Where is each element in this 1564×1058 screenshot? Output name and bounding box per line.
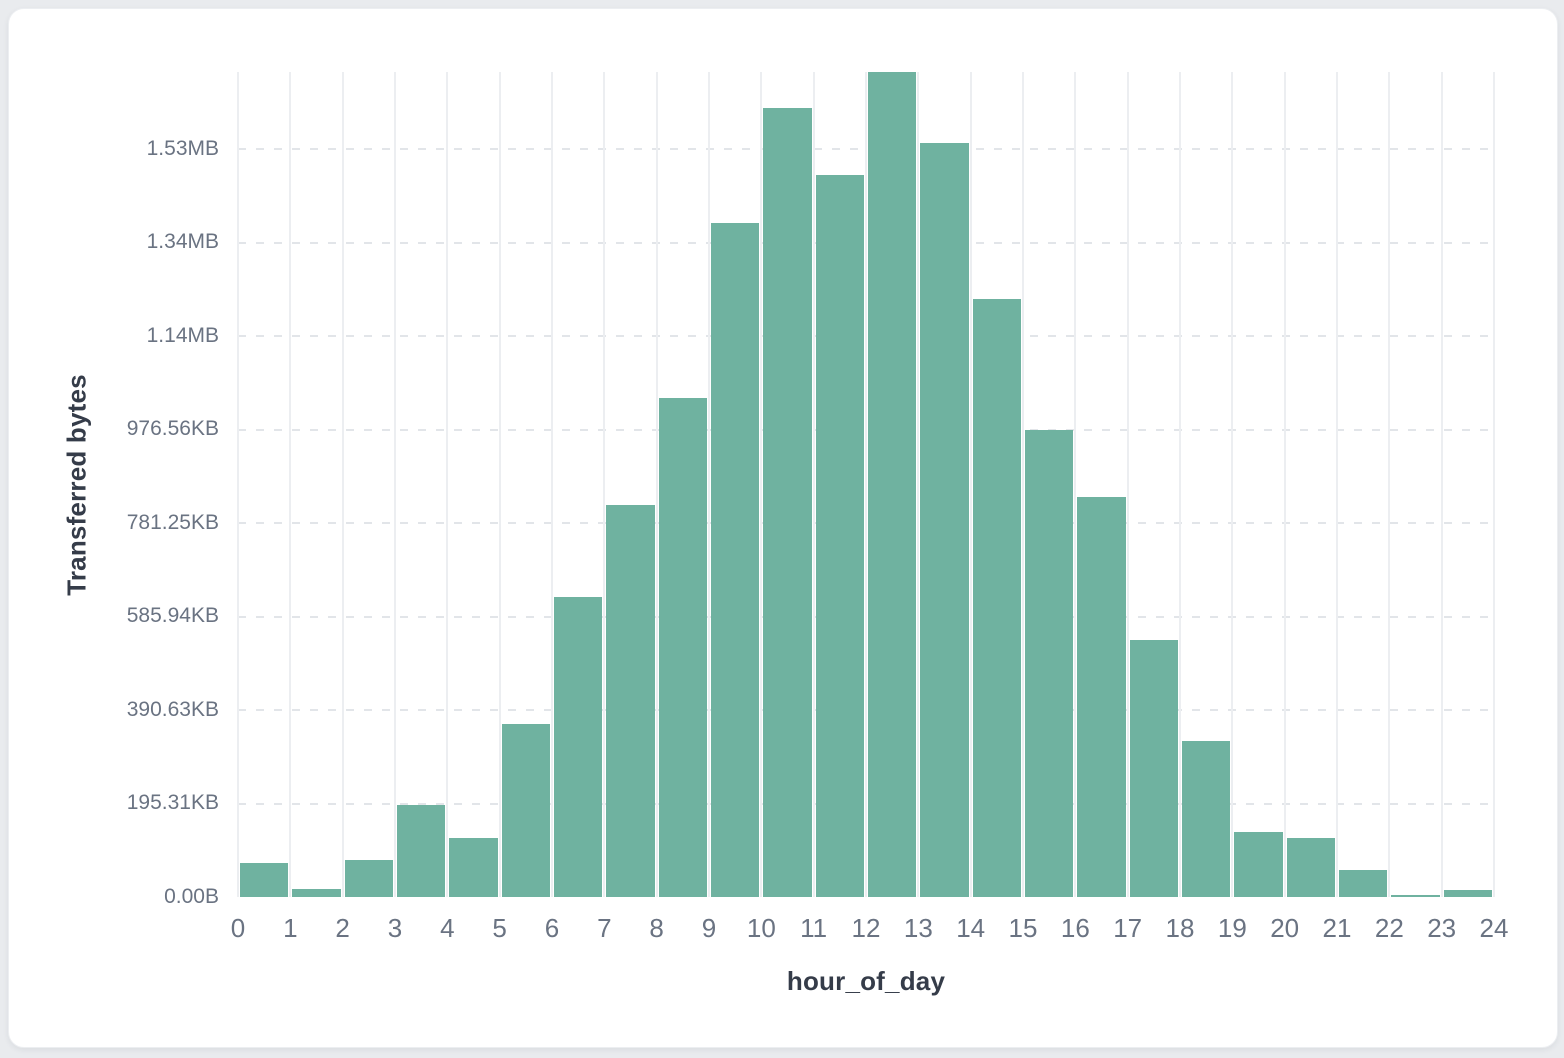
x-axis-labels: 0 1 2 3 4 5 6 7 8 9 10 11 12 13 14 15 16 17 18 19 20 21 22 23 24 bbox=[231, 911, 1509, 945]
chart-card: Transferred bytes 0.00B 195.31KB 390.63KB 5… bbox=[8, 8, 1558, 1048]
v-gridline bbox=[237, 72, 239, 897]
x-tick-label: 16 bbox=[1060, 913, 1090, 943]
bar-hour-3[interactable] bbox=[397, 805, 446, 897]
v-gridline bbox=[551, 72, 553, 897]
x-tick-label: 12 bbox=[851, 913, 881, 943]
bar-hour-1[interactable] bbox=[292, 889, 341, 897]
x-tick-label: 18 bbox=[1165, 913, 1195, 943]
y-tick-label: 781.25KB bbox=[126, 510, 219, 534]
x-tick-label: 15 bbox=[1008, 913, 1038, 943]
v-gridline bbox=[655, 72, 658, 897]
v-gridline bbox=[289, 72, 292, 897]
bar-hour-22[interactable] bbox=[1391, 894, 1440, 897]
v-gridline bbox=[603, 72, 606, 897]
v-gridline bbox=[1179, 72, 1181, 897]
bar-hour-6[interactable] bbox=[554, 597, 603, 897]
v-gridline bbox=[917, 72, 920, 897]
y-tick-label: 1.14MB bbox=[146, 323, 219, 347]
v-gridline bbox=[1022, 72, 1024, 897]
y-tick-label: 585.94KB bbox=[126, 604, 219, 628]
bar-hour-16[interactable] bbox=[1077, 497, 1126, 897]
x-tick-label: 11 bbox=[800, 913, 828, 943]
x-tick-label: 20 bbox=[1270, 913, 1300, 943]
x-tick-label: 7 bbox=[597, 913, 612, 943]
bar-hour-21[interactable] bbox=[1339, 869, 1388, 897]
y-axis-labels: 0.00B 195.31KB 390.63KB 585.94KB 781.25KB 976… bbox=[9, 72, 219, 908]
x-tick-label: 5 bbox=[492, 913, 507, 943]
bar-hour-12[interactable] bbox=[868, 72, 917, 897]
v-gridline bbox=[1126, 72, 1129, 897]
bar-hour-10[interactable] bbox=[763, 108, 812, 897]
x-tick-label: 13 bbox=[903, 913, 933, 943]
bar-hour-20[interactable] bbox=[1286, 838, 1335, 897]
bar-hour-11[interactable] bbox=[815, 175, 864, 897]
x-tick-label: 6 bbox=[544, 913, 560, 943]
x-tick-label: 10 bbox=[746, 913, 776, 943]
v-gridline bbox=[760, 72, 763, 897]
x-tick-label: 8 bbox=[649, 913, 664, 943]
v-gridline bbox=[446, 72, 449, 897]
x-tick-label: 9 bbox=[701, 913, 717, 943]
v-gridline bbox=[1336, 72, 1338, 897]
y-tick-label: 1.34MB bbox=[146, 230, 219, 254]
bar-hour-2[interactable] bbox=[344, 860, 393, 897]
bar-hour-9[interactable] bbox=[711, 223, 760, 897]
y-tick-label: 1.53MB bbox=[146, 136, 219, 160]
bar-hour-17[interactable] bbox=[1129, 640, 1178, 897]
plot-area bbox=[237, 72, 1495, 897]
x-tick-label: 4 bbox=[440, 913, 455, 943]
bar-hour-0[interactable] bbox=[240, 863, 289, 897]
bar-hour-14[interactable] bbox=[972, 299, 1021, 897]
x-tick-label: 19 bbox=[1217, 913, 1247, 943]
v-gridline bbox=[812, 72, 815, 897]
x-tick-label: 21 bbox=[1322, 913, 1352, 943]
y-tick-label: 0.00B bbox=[164, 885, 219, 908]
v-gridline bbox=[1493, 72, 1495, 897]
x-tick-label: 23 bbox=[1427, 913, 1457, 943]
x-tick-label: 0 bbox=[230, 913, 246, 943]
bar-hour-18[interactable] bbox=[1182, 741, 1231, 897]
bar-hour-19[interactable] bbox=[1234, 832, 1283, 897]
x-tick-label: 1 bbox=[283, 913, 298, 943]
v-gridline bbox=[341, 72, 344, 897]
bar-hour-4[interactable] bbox=[449, 838, 498, 897]
v-gridline bbox=[865, 72, 867, 897]
x-tick-label: 22 bbox=[1374, 913, 1404, 943]
x-tick-label: 2 bbox=[335, 913, 350, 943]
x-tick-label: 24 bbox=[1479, 913, 1509, 943]
y-tick-label: 976.56KB bbox=[126, 417, 219, 441]
x-tick-label: 3 bbox=[387, 913, 403, 943]
bar-hour-7[interactable] bbox=[606, 505, 655, 897]
v-gridline bbox=[708, 72, 710, 897]
x-tick-label: 17 bbox=[1113, 913, 1143, 943]
x-axis-title: hour_of_day bbox=[786, 966, 946, 996]
bar-hour-8[interactable] bbox=[658, 398, 707, 897]
v-gridline bbox=[1074, 72, 1077, 897]
bar-hour-23[interactable] bbox=[1443, 890, 1492, 897]
bar-hour-5[interactable] bbox=[501, 723, 550, 897]
y-tick-label: 195.31KB bbox=[126, 791, 219, 815]
v-gridline bbox=[1388, 72, 1391, 897]
v-gridline bbox=[1440, 72, 1443, 897]
x-tick-label: 14 bbox=[956, 913, 986, 943]
v-gridline bbox=[969, 72, 972, 897]
v-gridline bbox=[1231, 72, 1234, 897]
v-gridline bbox=[394, 72, 396, 897]
v-gridline bbox=[1283, 72, 1286, 897]
y-tick-label: 390.63KB bbox=[126, 697, 219, 721]
v-gridline bbox=[498, 72, 501, 897]
bar-hour-15[interactable] bbox=[1025, 430, 1074, 897]
bar-hour-13[interactable] bbox=[920, 143, 969, 897]
